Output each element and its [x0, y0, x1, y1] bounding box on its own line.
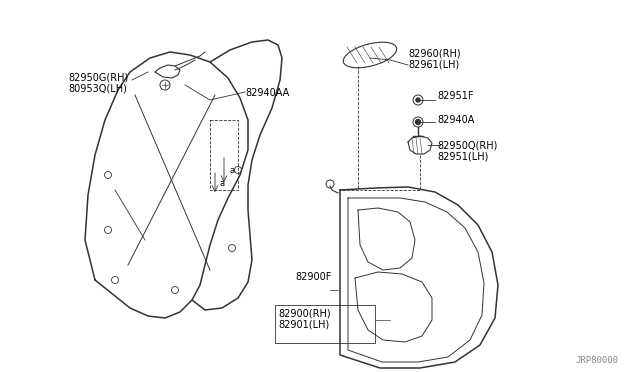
- Text: a: a: [220, 179, 225, 187]
- Text: 82900(RH)
82901(LH): 82900(RH) 82901(LH): [278, 308, 331, 330]
- Text: 82960(RH)
82961(LH): 82960(RH) 82961(LH): [408, 48, 461, 70]
- Text: 82900F: 82900F: [295, 272, 332, 282]
- Circle shape: [415, 119, 420, 125]
- Text: a: a: [230, 166, 235, 174]
- Text: 82940A: 82940A: [437, 115, 474, 125]
- Circle shape: [416, 98, 420, 102]
- Text: 82951F: 82951F: [437, 91, 474, 101]
- Text: 82950Q(RH)
82951(LH): 82950Q(RH) 82951(LH): [437, 140, 497, 161]
- Text: 82950G(RH)
80953Q(LH): 82950G(RH) 80953Q(LH): [68, 72, 128, 94]
- Text: JRP80000: JRP80000: [575, 356, 618, 365]
- Text: 82940AA: 82940AA: [245, 88, 289, 98]
